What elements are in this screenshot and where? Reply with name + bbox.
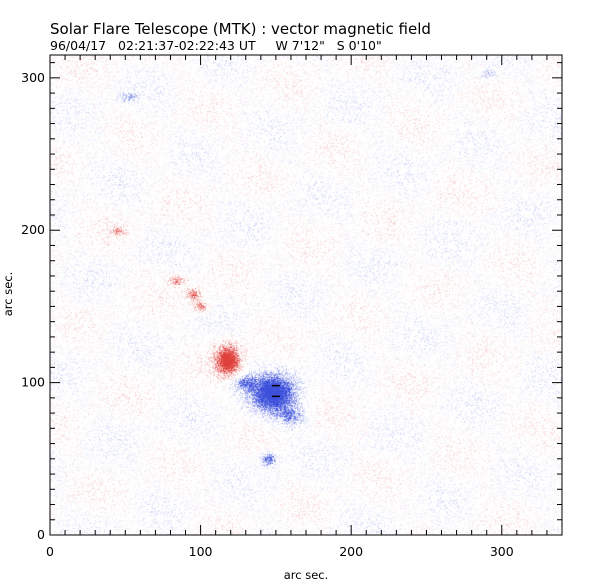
magnetogram-raster xyxy=(50,55,562,535)
x-tick-label: 100 xyxy=(189,544,213,559)
x-tick-label: 200 xyxy=(339,544,363,559)
axis-ticks xyxy=(49,55,563,536)
y-tick-label: 200 xyxy=(21,222,45,237)
chart-subtitle: 96/04/17 02:21:37-02:22:43 UT W 7'12" S … xyxy=(50,38,382,53)
x-tick-label: 0 xyxy=(46,544,54,559)
y-tick-label: 100 xyxy=(21,375,45,390)
magnetogram-image xyxy=(50,55,562,535)
x-axis-label: arc sec. xyxy=(284,568,329,582)
chart-title: Solar Flare Telescope (MTK) : vector mag… xyxy=(50,20,431,38)
field-vectors xyxy=(271,384,280,398)
y-tick-label: 0 xyxy=(37,527,45,542)
x-tick-labels: 0 100 200 300 xyxy=(46,544,514,559)
x-tick-label: 300 xyxy=(490,544,514,559)
y-tick-labels: 0 100 200 300 xyxy=(21,70,45,542)
y-axis-label: arc sec. xyxy=(1,272,15,317)
y-tick-label: 300 xyxy=(21,70,45,85)
